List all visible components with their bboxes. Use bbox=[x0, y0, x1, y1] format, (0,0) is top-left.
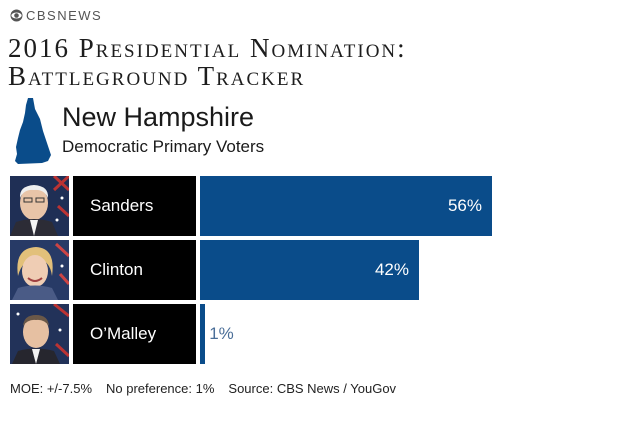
bar-sanders bbox=[200, 176, 492, 236]
candidate-name-sanders: Sanders bbox=[73, 176, 196, 236]
candidate-name-clinton: Clinton bbox=[73, 240, 196, 300]
title-line-1: 2016 Presidential Nomination: bbox=[8, 33, 407, 63]
source-note: Source: CBS News / YouGov bbox=[228, 381, 397, 396]
no-preference-note: No preference: 1% bbox=[106, 381, 215, 396]
cbs-news-logo: CBSNEWS bbox=[10, 7, 103, 23]
candidate-photo-clinton bbox=[10, 240, 69, 300]
margin-of-error: MOE: +/-7.5% bbox=[10, 381, 92, 396]
candidate-row-sanders: Sanders 56% bbox=[10, 176, 610, 236]
cbs-eye-icon bbox=[10, 9, 23, 21]
bar-clinton bbox=[200, 240, 419, 300]
candidate-row-clinton: Clinton 42% bbox=[10, 240, 610, 300]
value-label-sanders: 56% bbox=[447, 196, 482, 215]
value-label-clinton: 42% bbox=[374, 260, 409, 279]
value-label-omalley: 1% bbox=[209, 324, 234, 343]
bar-omalley bbox=[200, 304, 206, 364]
page-title: 2016 Presidential Nomination: Battlegrou… bbox=[8, 34, 407, 90]
candidate-name-omalley: O’Malley bbox=[73, 304, 196, 364]
title-line-2: Battleground Tracker bbox=[8, 61, 306, 91]
candidate-photo-omalley bbox=[10, 304, 69, 364]
state-name: New Hampshire bbox=[62, 102, 255, 132]
candidate-row-omalley: O’Malley 1% bbox=[10, 304, 610, 364]
chart-subtitle: Democratic Primary Voters bbox=[62, 137, 265, 156]
new-hampshire-map-icon bbox=[15, 98, 51, 164]
candidate-photo-sanders bbox=[10, 176, 69, 236]
brand-text: CBSNEWS bbox=[26, 7, 103, 23]
chart-footer: MOE: +/-7.5% No preference: 1% Source: C… bbox=[10, 381, 396, 396]
